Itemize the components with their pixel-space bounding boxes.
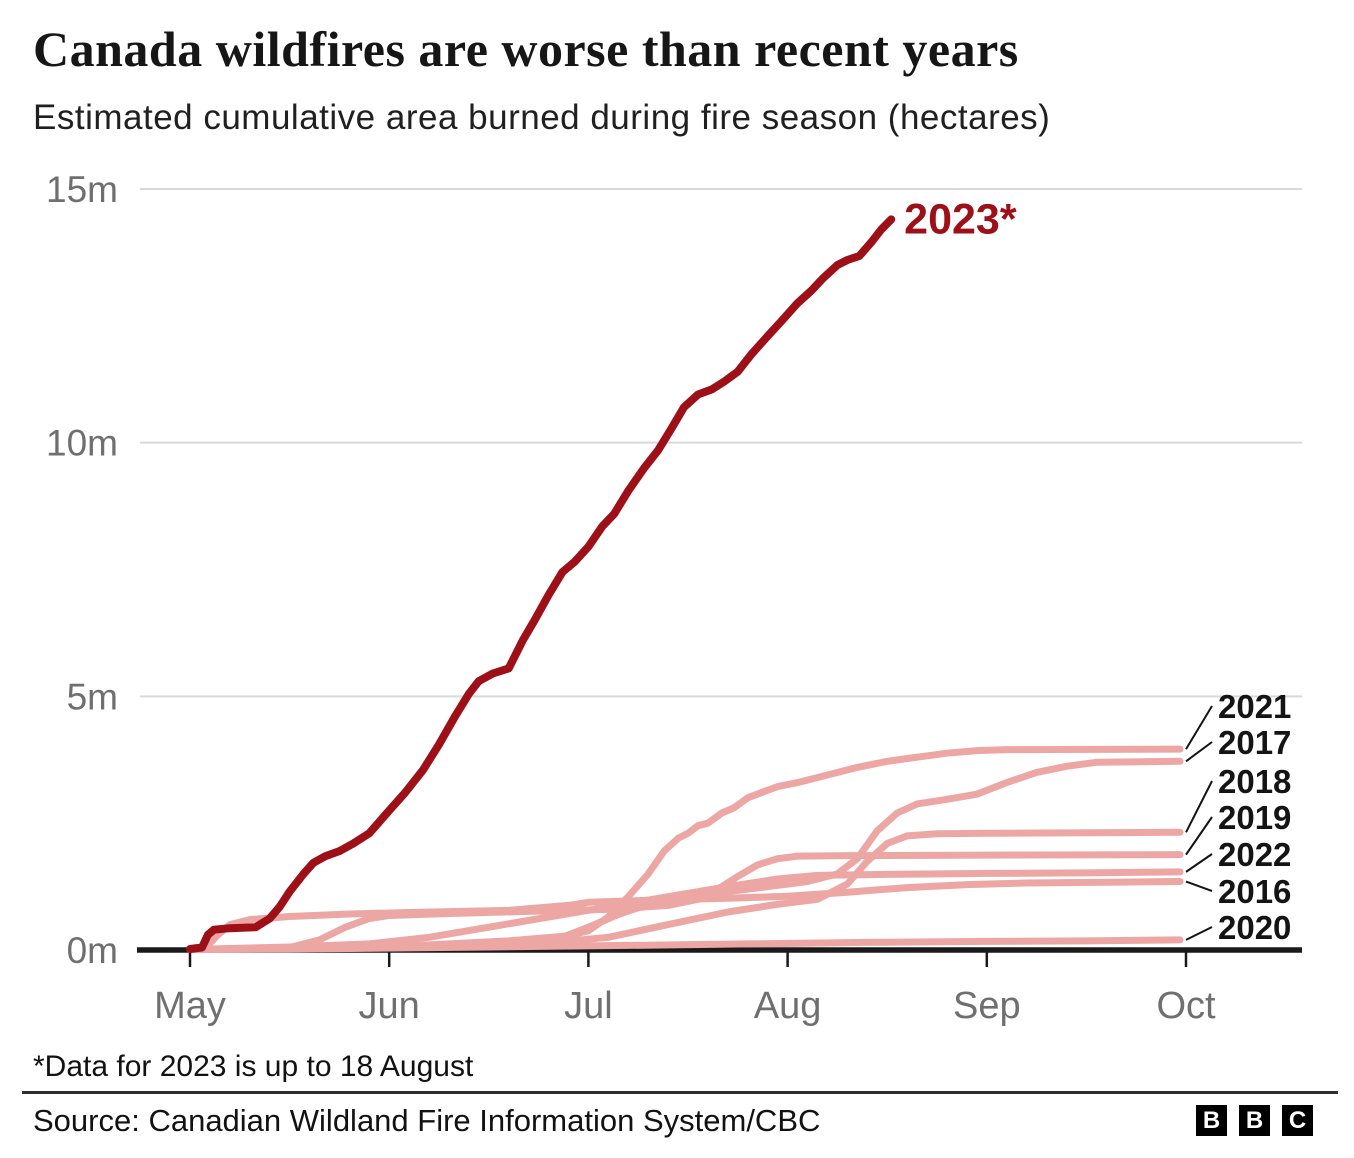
y-axis-label-5m: 5m [67,676,118,717]
leader-line-2019 [1185,816,1213,856]
source-text: Source: Canadian Wildland Fire Informati… [33,1103,821,1138]
y-axis-label-0m: 0m [67,930,118,971]
bbc-logo-letter-b2: B [1239,1105,1270,1136]
series-label-2023: 2023* [904,195,1017,243]
series-label-2016: 2016 [1218,873,1291,910]
leader-line-2017 [1185,741,1213,763]
leader-line-2016 [1185,880,1213,892]
leader-line-2022 [1185,853,1213,873]
x-axis-label-Jun: Jun [359,985,420,1027]
y-axis-label-10m: 10m [46,423,118,464]
series-label-2020: 2020 [1218,909,1291,946]
y-axis-label-15m: 15m [46,169,118,210]
leader-line-2020 [1185,926,1213,941]
leader-line-2018 [1185,780,1213,833]
x-axis-label-Sep: Sep [953,985,1021,1027]
bbc-logo-letter-c: C [1282,1105,1313,1136]
x-axis-label-Jul: Jul [564,985,613,1027]
x-axis-label-Oct: Oct [1156,985,1216,1027]
x-axis-label-May: May [154,985,226,1027]
series-line-2022 [186,868,1184,953]
series-line-2023 [186,215,896,953]
series-line-2019 [186,851,1184,953]
chart-title: Canada wildfires are worse than recent y… [33,21,1019,77]
series-label-2022: 2022 [1218,836,1291,873]
x-axis-label-Aug: Aug [754,985,822,1027]
leader-line-2021 [1185,705,1213,750]
bbc-logo-letter-b1: B [1196,1105,1227,1136]
series-label-2018: 2018 [1218,763,1291,800]
series-label-2017: 2017 [1218,724,1291,761]
chart-subtitle: Estimated cumulative area burned during … [33,98,1051,137]
chart-footnote: *Data for 2023 is up to 18 August [33,1050,474,1083]
divider-line [22,1091,1338,1094]
bbc-logo: B B C [1196,1105,1313,1136]
series-label-2021: 2021 [1218,688,1291,725]
series-line-2021 [186,745,1184,953]
series-label-2019: 2019 [1218,799,1291,836]
